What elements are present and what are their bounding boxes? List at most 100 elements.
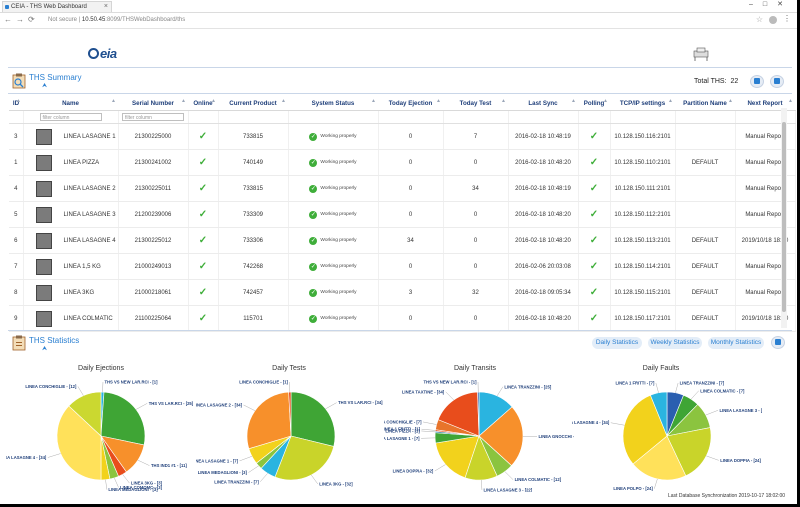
cell-status: ✓ Working properly	[288, 201, 379, 228]
cell-product: 742268	[218, 253, 289, 280]
cell-polling: ✓	[578, 175, 611, 202]
column-header[interactable]: Polling ▲	[578, 97, 610, 111]
browser-tab[interactable]: CEIA - THS Web Dashboard ×	[2, 1, 112, 12]
column-header[interactable]: Serial Number ▲	[118, 97, 188, 111]
column-header[interactable]: System Status ▲	[288, 97, 378, 111]
table-row[interactable]: 6 LINEA LASAGNE 4 21300225012 ✓ 733306 ✓ Worki…	[9, 227, 796, 254]
pie-slice[interactable]	[435, 435, 480, 479]
table-row[interactable]: 5 LINEA LASAGNE 3 21200239006 ✓ 733309 ✓ Worki…	[9, 201, 796, 228]
export-button[interactable]	[770, 75, 784, 88]
pie-leader-line	[248, 465, 259, 473]
column-header[interactable]: Name ▲	[23, 97, 118, 111]
sort-icon[interactable]: ▲	[281, 98, 286, 104]
collapse-summary-icon[interactable]: ⮝	[42, 83, 48, 89]
column-header[interactable]: TCP/IP settings ▲	[610, 97, 675, 111]
sort-icon[interactable]: ▲	[16, 98, 21, 104]
column-header[interactable]: ID ▲	[9, 97, 23, 111]
status-text: Working properly	[320, 212, 357, 217]
stats-expand-button[interactable]	[771, 336, 785, 349]
table-row[interactable]: 9 LINEA COLMATIC 21100225064 ✓ 115701 ✓ Workin…	[9, 305, 796, 332]
stats-clipboard-icon	[12, 335, 26, 351]
cell-product: 733306	[218, 227, 289, 254]
monthly-statistics-button[interactable]: Monthly Statistics	[708, 337, 764, 349]
url-field[interactable]: Not secure | 10.50.45:8099/THSWebDashboa…	[48, 17, 186, 23]
pie-slice-label: LINEA LASAGNE 1 - [7]	[196, 458, 239, 463]
pie-slice[interactable]	[290, 391, 336, 447]
sort-icon[interactable]: ▲	[111, 98, 116, 104]
serial-filter-input[interactable]: filter column	[122, 113, 184, 121]
refresh-button[interactable]	[750, 75, 764, 88]
sort-icon[interactable]: ▲	[371, 98, 376, 104]
window-controls[interactable]: –□✕	[749, 1, 793, 8]
pie-chart-faults: LINEA TRANZZINI - [7] LINEA COLMATIC - [7…	[572, 381, 762, 492]
sort-icon[interactable]: ▲	[211, 98, 216, 104]
column-header[interactable]: Next Report ▲	[735, 97, 795, 111]
sort-icon[interactable]: ▲	[603, 98, 608, 104]
column-header[interactable]: Today Test ▲	[443, 97, 508, 111]
cell-product: 733815	[218, 123, 289, 150]
table-row[interactable]: 3 LINEA LASAGNE 1 21300225000 ✓ 733815 ✓ Worki…	[9, 123, 796, 150]
pie-leader-line	[705, 410, 719, 416]
pie-slice[interactable]	[100, 391, 146, 446]
sort-icon[interactable]: ▲	[571, 98, 576, 104]
pie-slice[interactable]	[288, 391, 292, 437]
pie-slice[interactable]	[666, 427, 712, 477]
reload-icon[interactable]: ⟳	[28, 15, 35, 24]
status-badge: ✓ Working properly	[309, 158, 357, 167]
cell-product: 733309	[218, 201, 289, 228]
column-header[interactable]: Today Ejection ▲	[378, 97, 443, 111]
column-header[interactable]: Last Sync ▲	[508, 97, 578, 111]
table-row[interactable]: 4 LINEA LASAGNE 2 21300225011 ✓ 733815 ✓ Worki…	[9, 175, 796, 202]
status-ok-icon: ✓	[309, 132, 318, 141]
arrow-left-icon[interactable]: ←	[4, 15, 12, 24]
pie-slice[interactable]	[246, 391, 292, 450]
status-ok-icon: ✓	[309, 288, 318, 297]
table-row[interactable]: 1 LINEA PIZZA 21300241002 ✓ 740149 ✓ Working p…	[9, 149, 796, 176]
sort-icon[interactable]: ▲	[668, 98, 673, 104]
table-scrollbar-thumb[interactable]	[782, 122, 786, 312]
pie-slice[interactable]	[56, 405, 102, 481]
pie-slice[interactable]	[437, 391, 480, 437]
account-avatar[interactable]	[769, 16, 777, 24]
device-name: LINEA LASAGNE 3	[63, 212, 116, 219]
sort-icon[interactable]: ▲	[181, 98, 186, 104]
pie-leader-line	[655, 382, 659, 393]
cell-ejection: 0	[378, 123, 444, 150]
cell-ejection: 0	[378, 175, 444, 202]
column-header-label: Current Product	[229, 100, 277, 107]
column-header[interactable]: Online ▲	[188, 97, 218, 111]
table-row[interactable]: 8 LINEA 3KG 21000218061 ✓ 742457 ✓ Working pro…	[9, 279, 796, 306]
pie-slice-label: LINEA 1 FRITTI - [1]	[384, 427, 421, 432]
online-check-icon: ✓	[198, 157, 208, 168]
browser-menu-icon[interactable]: ⋮	[783, 14, 791, 23]
status-text: Working properly	[320, 160, 357, 165]
sort-icon[interactable]: ▲	[436, 98, 441, 104]
sort-icon[interactable]: ▲	[501, 98, 506, 104]
sort-icon[interactable]: ▲	[728, 98, 733, 104]
name-filter-input[interactable]: filter column	[39, 113, 102, 121]
summary-title: THS Summary	[29, 73, 82, 82]
device-name: LINEA PIZZA	[63, 160, 100, 167]
weekly-statistics-button[interactable]: Weekly Statistics	[648, 337, 702, 349]
table-row[interactable]: 7 LINEA 1,5 KG 21000249013 ✓ 742268 ✓ Working …	[9, 253, 796, 280]
favicon-icon	[5, 5, 9, 9]
sort-icon[interactable]: ▲	[788, 98, 793, 104]
column-header[interactable]: Current Product ▲	[218, 97, 288, 111]
column-header[interactable]: Partition Name ▲	[675, 97, 735, 111]
pie-slice[interactable]	[68, 391, 102, 437]
cell-partition	[675, 123, 736, 150]
close-tab-icon[interactable]: ×	[103, 3, 108, 10]
pie-slice[interactable]	[650, 391, 668, 437]
collapse-stats-icon[interactable]: ⮝	[42, 346, 48, 352]
arrow-right-icon[interactable]: →	[16, 15, 24, 24]
pie-chart-ejections: THS VS NEW LAR.RCI - [1] THS VS LAR.RCI -…	[6, 380, 194, 492]
pie-slice[interactable]	[632, 435, 687, 481]
pie-slice[interactable]	[622, 394, 668, 465]
pie-leader-line	[239, 456, 253, 462]
status-ok-icon: ✓	[309, 184, 318, 193]
cell-partition: DEFAULT	[675, 279, 736, 306]
cell-product: 733815	[218, 175, 289, 202]
pie-slice[interactable]	[477, 391, 480, 437]
bookmark-star-icon[interactable]: ☆	[755, 15, 763, 24]
daily-statistics-button[interactable]: Daily Statistics	[592, 337, 642, 349]
